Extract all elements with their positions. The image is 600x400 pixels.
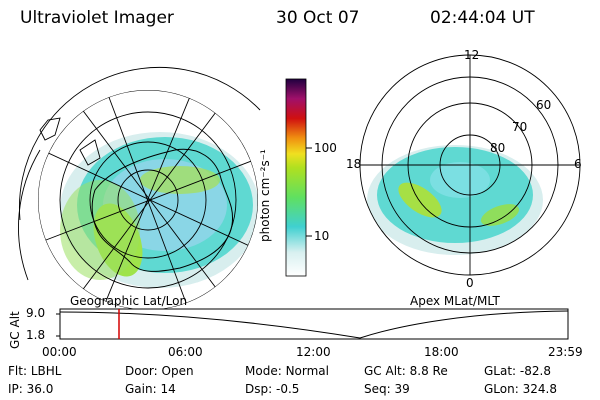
mlat-label-80: 80 (490, 141, 506, 155)
right-grid (359, 54, 581, 276)
footer-dsp: Dsp: -0.5 (245, 382, 300, 396)
footer-glat: GLat: -82.8 (484, 364, 551, 378)
continent-outline (91, 148, 234, 272)
left-graticule (38, 90, 258, 310)
footer-ip: IP: 36.0 (8, 382, 54, 396)
right-aurora-image (367, 145, 543, 255)
footer-door: Door: Open (125, 364, 194, 378)
left-aurora-image (60, 132, 258, 288)
footer-filter: Flt: LBHL (8, 364, 62, 378)
right-map-caption: Apex MLat/MLT (410, 294, 500, 308)
timeline-y-tick-low: 1.8 (26, 328, 46, 342)
timeline-x-tick: 18:00 (424, 345, 459, 359)
time-label: 02:44:04 UT (430, 8, 535, 28)
mlt-label-right: 6 (574, 157, 582, 171)
footer-gc-alt: GC Alt: 8.8 Re (364, 364, 448, 378)
colorbar-unit-label: photon cm⁻²s⁻¹ (258, 149, 272, 242)
footer-glon: GLon: 324.8 (484, 382, 557, 396)
timeline-y-label: GC Alt (8, 311, 22, 349)
mlt-label-bottom: 0 (466, 276, 474, 290)
colorbar-tick-100: 100 (314, 141, 337, 155)
timeline-y-tick-high: 9.0 (26, 306, 46, 320)
mlt-label-top: 12 (464, 48, 480, 62)
colorbar-tick-10: 10 (314, 229, 330, 243)
mlat-label-60: 60 (536, 98, 552, 112)
timeline-x-tick: 00:00 (42, 345, 77, 359)
timeline-x-tick: 06:00 (168, 345, 203, 359)
timeline-x-tick: 23:59 (548, 345, 583, 359)
altitude-curve (59, 310, 569, 339)
timeline-x-tick: 12:00 (296, 345, 331, 359)
left-map-caption: Geographic Lat/Lon (70, 294, 188, 308)
mlat-label-70: 70 (512, 120, 528, 134)
footer-gain: Gain: 14 (125, 382, 176, 396)
colorbar (285, 78, 307, 277)
mlt-label-left: 18 (346, 157, 362, 171)
date-label: 30 Oct 07 (276, 8, 360, 28)
footer-seq: Seq: 39 (364, 382, 410, 396)
instrument-title: Ultraviolet Imager (20, 8, 174, 28)
footer-mode: Mode: Normal (245, 364, 329, 378)
